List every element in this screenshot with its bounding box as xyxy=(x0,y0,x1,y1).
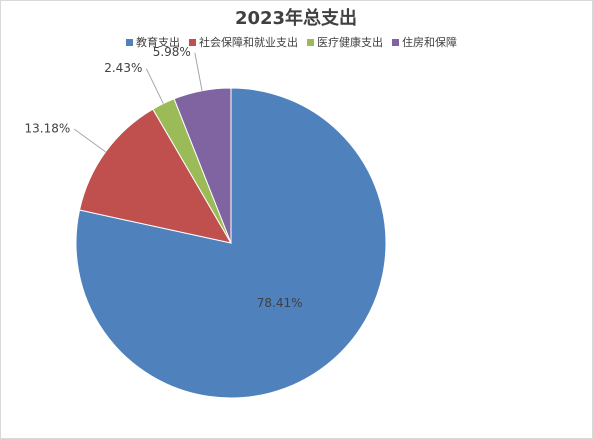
pie-slice xyxy=(78,108,233,244)
legend-label: 教育支出 xyxy=(136,35,180,49)
legend-label: 医疗健康支出 xyxy=(317,35,383,49)
pie-slice xyxy=(173,87,232,244)
leader-line xyxy=(194,52,203,91)
legend-swatch xyxy=(189,39,196,46)
legend-swatch xyxy=(126,39,133,46)
leader-line xyxy=(73,128,106,153)
data-label: 13.18% xyxy=(24,122,70,136)
data-label: 78.41% xyxy=(257,296,303,310)
leader-line xyxy=(145,68,164,104)
chart-title: 2023年总支出 xyxy=(235,7,357,29)
pie-slice xyxy=(75,87,387,399)
legend-label: 住房和保障 xyxy=(402,35,457,49)
legend-swatch xyxy=(392,39,399,46)
legend-label: 社会保障和就业支出 xyxy=(199,35,298,49)
legend-swatch xyxy=(307,39,314,46)
data-label: 2.43% xyxy=(104,61,142,75)
data-label: 5.98% xyxy=(153,45,191,59)
